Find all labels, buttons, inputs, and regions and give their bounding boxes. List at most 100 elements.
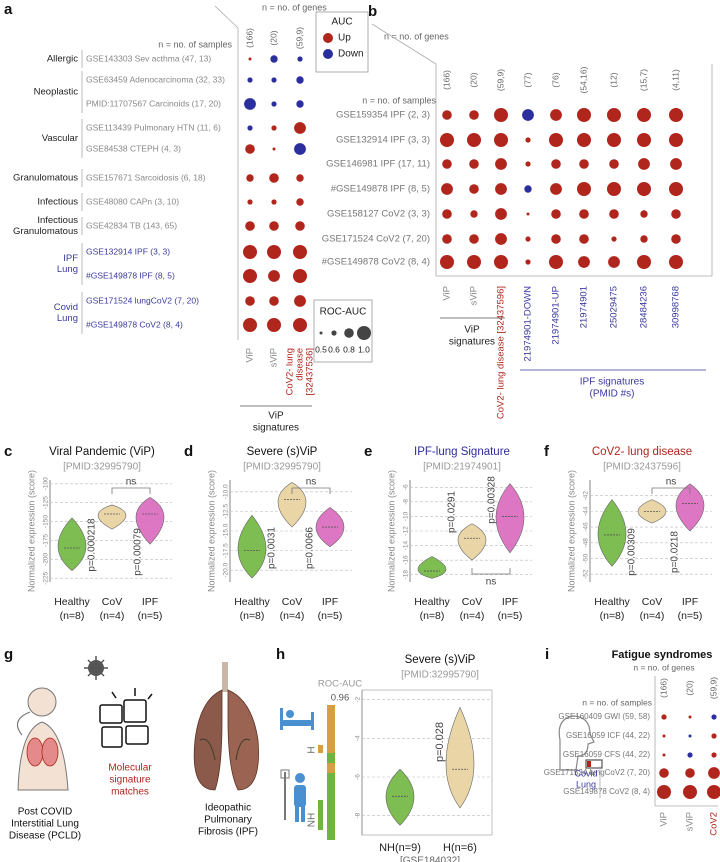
auc-dot [579,234,589,244]
column-label: 21974901 [579,286,590,328]
auc-dot [671,209,681,219]
caption: matches [111,787,149,798]
auc-dot [662,753,666,757]
y-axis-label: Normalized expression (score) [386,470,396,592]
auc-dot [669,255,683,269]
significance-label: ns [486,577,497,588]
significance-label: ns [126,477,137,488]
auc-dot [469,159,479,169]
y-tick-label: -42 [583,491,590,501]
violin [277,482,307,528]
violin [457,523,487,561]
row-label: GSE171524 CoV2 (7, 20) [322,234,430,245]
auc-dot [707,785,720,799]
panel-letter: h [276,646,285,663]
column-group-label: signatures [449,337,495,348]
significance-label: ns [306,477,317,488]
column-count: (20) [684,680,694,695]
column-count: (166) [244,28,254,48]
p-value: p=0.0066 [305,527,316,569]
y-tick-label: -50 [583,553,590,563]
auc-dot [295,221,305,231]
note: n = no. of genes [633,662,694,672]
group-label: Neoplastic [34,87,79,98]
auc-dot [688,715,692,719]
y-tick-label: -10 [403,511,410,521]
column-label: disease [295,348,306,381]
auc-dot [296,76,304,84]
auc-dot [268,270,280,282]
auc-dot [524,185,532,193]
column-count: (166) [441,70,451,90]
illustration-head [558,715,603,771]
auc-dot [467,255,481,269]
significance-bracket [471,568,511,575]
row-label: PMID:11707567 Carcinoids (17, 20) [86,98,221,108]
auc-dot [657,785,671,799]
panel-title: CoV2- lung disease [592,446,692,458]
auc-dot [442,209,452,219]
x-tick-label: CoV [282,596,302,608]
auc-dot [637,108,651,122]
auc-dot [245,296,255,306]
panel-letter: b [368,3,377,20]
auc-dot [296,100,304,108]
row-label: #GSE149878 CoV2 (8, 4) [86,319,183,329]
auc-dot [245,221,255,231]
roc-value: 0.96 [331,693,350,704]
group-label: Covid [574,768,597,778]
x-tick-label: Healthy [414,596,450,608]
auc-dot [440,133,454,147]
significance-bracket [111,487,151,494]
auc-dot [494,133,508,147]
auc-dot [296,174,304,182]
y-tick-label: -46 [583,522,590,532]
panel-subtitle: [PMID:32995790] [401,670,479,681]
dataset-label: [GSE184032] [400,856,460,862]
column-count: (59,9) [495,69,505,91]
note: n = no. of genes [262,2,327,12]
illustration-patients [280,708,314,822]
y-tick-label: -20.0 [223,562,230,577]
caption: Disease (PCLD) [9,831,81,842]
caption: Post COVID [18,807,72,818]
group-label: Lung [57,313,78,324]
x-tick-label: IPF [502,596,518,608]
legend-title: ROC-AUC [320,307,367,318]
panel-letter: a [4,1,13,18]
panel-letter: d [184,443,193,460]
row-label: GSE157671 Sarcoidosis (6, 18) [86,172,206,182]
p-value: p=0.000218 [87,518,98,572]
y-tick-label: -16 [403,555,410,565]
x-tick-label: NH(n=9) [379,842,421,854]
column-label: 21974901-DOWN [523,286,534,362]
roc-title: ROC-AUC [318,679,362,690]
group-label: Covid [54,302,78,313]
illustration-ipf-lung [193,662,259,791]
auc-dot [609,209,619,219]
auc-dot [525,161,531,167]
auc-dot [637,133,651,147]
y-tick-label: -200 [43,552,50,565]
auc-dot [269,296,279,306]
column-count: (166) [658,678,668,698]
panel-letter: g [4,646,13,663]
auc-dot [269,173,279,183]
auc-dot [267,245,281,259]
auc-dot [549,255,563,269]
caption: Interstitial Lung [11,819,79,830]
auc-dot [579,209,589,219]
auc-dot [708,767,720,779]
x-tick-label: (n=4) [640,610,665,622]
auc-dot [525,137,531,143]
auc-dot [293,318,307,332]
y-tick-label: -18 [403,570,410,580]
auc-dot [711,752,717,758]
x-tick-label: CoV [462,596,482,608]
auc-dot [271,101,277,107]
column-label: CoV2- lung disease [32437596] [496,286,507,419]
x-tick-label: IPF [142,596,158,608]
panel-title: Severe (s)ViP [405,654,476,666]
y-tick-label: -2 [355,696,362,702]
p-value: p=0.00079 [133,528,144,576]
